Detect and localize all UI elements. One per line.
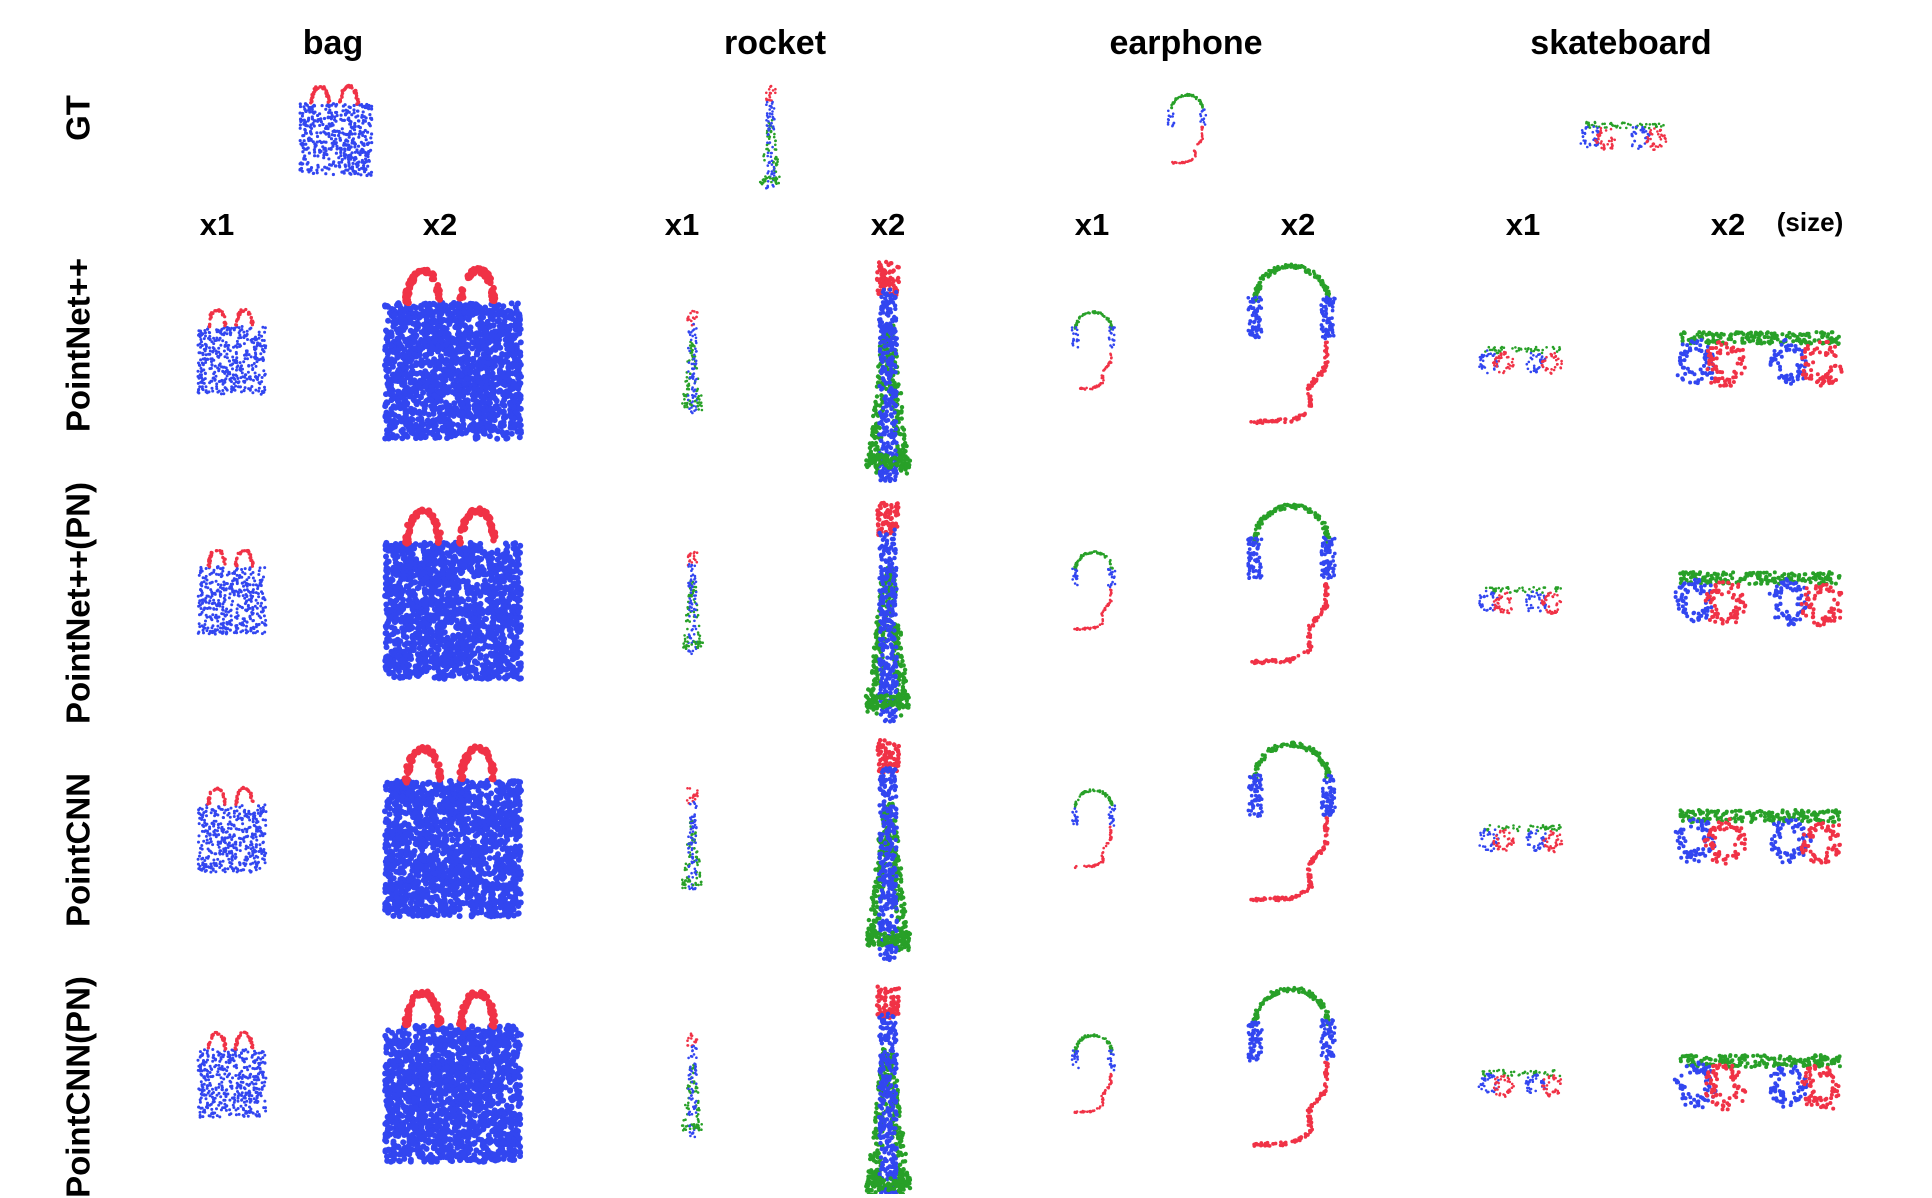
scale-label-earphone-x2: x2 xyxy=(1280,207,1316,242)
pointnetpp-rocket-x1 xyxy=(681,309,704,415)
category-label-skateboard: skateboard xyxy=(1530,24,1712,62)
pointnetpp-rocket-x2 xyxy=(864,259,913,484)
pointnetpp-pn-skateboard-x1 xyxy=(1478,586,1563,615)
pointnetpp-pn-bag-x1 xyxy=(196,548,268,636)
pointnetpp-pn-earphone-x1 xyxy=(1071,550,1117,631)
pointcnn-pn-rocket-x2 xyxy=(864,984,913,1194)
pointcnn-bag-x1 xyxy=(196,785,268,874)
category-label-earphone: earphone xyxy=(1109,24,1263,62)
size-note-label: (size) xyxy=(1776,207,1844,237)
scale-label-rocket-x2: x2 xyxy=(870,207,906,242)
pointnetpp-earphone-x2 xyxy=(1246,262,1337,426)
pointnetpp-bag-x2 xyxy=(382,265,524,442)
pointnetpp-skateboard-x1 xyxy=(1478,345,1563,375)
pointcnn-pn-bag-x2 xyxy=(382,988,524,1165)
pointcnn-earphone-x2 xyxy=(1246,740,1337,903)
scale-label-bag-x2: x2 xyxy=(422,207,458,242)
pointcnn-bag-x2 xyxy=(382,743,524,920)
pointcnn-rocket-x2 xyxy=(864,738,913,963)
pointnetpp-pn-bag-x2 xyxy=(382,505,524,682)
category-label-bag: bag xyxy=(302,24,364,62)
gt-rocket-point-cloud xyxy=(758,84,781,190)
pointcnn-skateboard-x2 xyxy=(1673,808,1842,866)
gt-earphone-point-cloud xyxy=(1166,92,1208,165)
pointnetpp-pn-skateboard-x2 xyxy=(1673,570,1844,628)
scale-label-skateboard-x1: x1 xyxy=(1505,207,1541,242)
pointcnn-pn-skateboard-x1 xyxy=(1477,1068,1563,1098)
pointcnn-pn-earphone-x2 xyxy=(1246,985,1337,1148)
pointcnn-pn-skateboard-x2 xyxy=(1672,1053,1842,1112)
pointnetpp-earphone-x1 xyxy=(1070,310,1116,391)
scale-label-bag-x1: x1 xyxy=(199,207,235,242)
pointnetpp-pn-rocket-x2 xyxy=(863,500,911,724)
pointcnn-pn-rocket-x1 xyxy=(680,1032,703,1139)
gt-skateboard-point-cloud xyxy=(1579,120,1668,151)
gt-bag-point-cloud xyxy=(298,83,374,178)
pointnetpp-bag-x1 xyxy=(196,307,268,396)
pointnetpp-pn-rocket-x1 xyxy=(682,550,704,656)
pointcnn-rocket-x1 xyxy=(681,787,703,891)
pointcnn-skateboard-x1 xyxy=(1478,823,1564,854)
pointnetpp-pn-earphone-x2 xyxy=(1246,502,1337,666)
pointcnn-earphone-x1 xyxy=(1071,788,1117,870)
scale-label-skateboard-x2: x2 xyxy=(1710,207,1746,242)
scale-label-earphone-x1: x1 xyxy=(1074,207,1110,242)
category-label-rocket: rocket xyxy=(723,24,827,62)
scale-label-rocket-x1: x1 xyxy=(664,207,700,242)
pointnetpp-skateboard-x2 xyxy=(1675,330,1844,388)
pointcnn-pn-bag-x1 xyxy=(196,1030,268,1119)
pointcnn-pn-earphone-x1 xyxy=(1070,1033,1116,1115)
